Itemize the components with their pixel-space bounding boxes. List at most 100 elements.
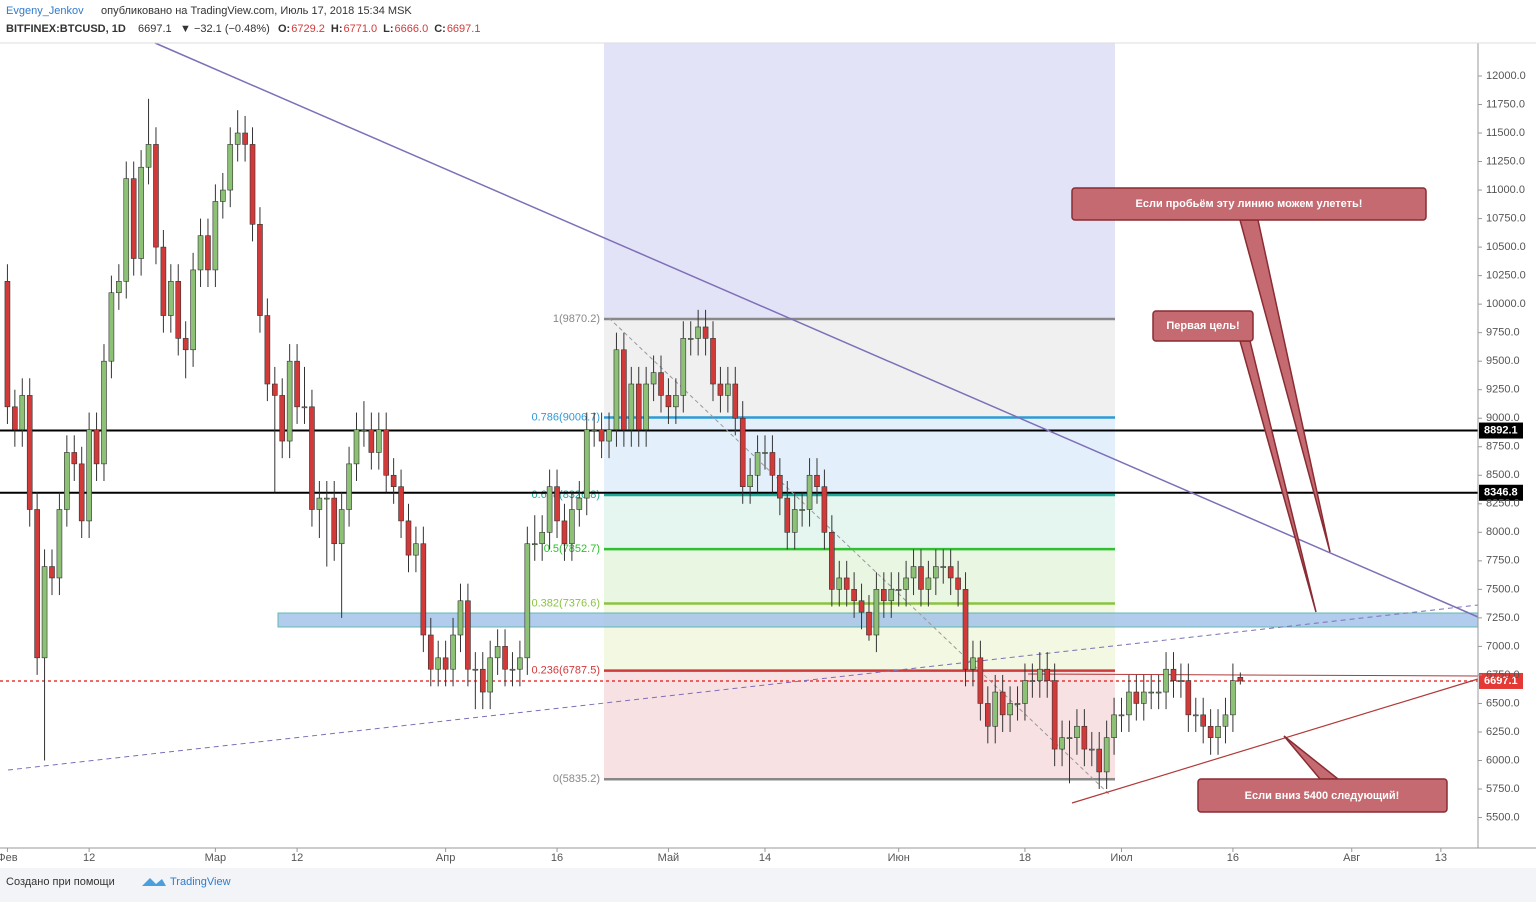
candle-body — [19, 395, 26, 430]
ohlc-key: O: — [278, 23, 290, 35]
candle-body — [316, 497, 323, 510]
price-badge — [1479, 422, 1523, 439]
ohlc-key: L: — [383, 23, 393, 35]
y-tick-label: 7000.0 — [1486, 640, 1520, 652]
author[interactable]: Evgeny_Jenkov — [6, 5, 84, 17]
ohlc-key: H: — [331, 23, 343, 35]
candle-body — [673, 395, 679, 408]
candle-body — [992, 691, 999, 727]
candle-body — [531, 543, 538, 546]
x-tick-label: 16 — [551, 852, 563, 864]
x-tick-label: Мар — [205, 852, 227, 864]
callout — [1071, 187, 1427, 221]
y-tick-label: 8250.0 — [1486, 498, 1520, 510]
candle-body — [1044, 668, 1051, 681]
candle-body — [717, 383, 724, 396]
ohlc-value: 6771.0 — [344, 23, 378, 35]
fib-label: 1(9870.2) — [553, 313, 600, 325]
candle-body — [650, 372, 657, 385]
x-tick-label: Фев — [0, 852, 18, 864]
ohlc-value: 6666.0 — [395, 23, 429, 35]
candle-body — [687, 338, 694, 340]
candle-body — [1007, 703, 1013, 716]
candle-body — [279, 395, 286, 442]
candle-body — [197, 235, 204, 271]
y-tick-label: 10750.0 — [1486, 212, 1526, 224]
candle-body — [695, 326, 701, 339]
x-tick-label: 12 — [83, 852, 95, 864]
candle-body — [628, 383, 635, 430]
x-tick-label: Авг — [1343, 852, 1360, 864]
candle-body — [301, 406, 308, 409]
y-tick-label: 8000.0 — [1486, 526, 1520, 538]
published: опубликовано на TradingView.com, Июль 17… — [101, 5, 412, 17]
candle-body — [49, 566, 55, 579]
candle-body — [249, 144, 256, 225]
candle-body — [190, 269, 196, 351]
fib-label: 0.786(9006.7) — [532, 411, 601, 423]
candle-body — [1215, 725, 1221, 738]
y-tick-label: 8750.0 — [1486, 441, 1520, 453]
candle-body — [747, 474, 753, 487]
candle-body — [517, 657, 523, 670]
candle-body — [427, 634, 434, 670]
callouts: Если пробьём эту линию можем улететь! Пе… — [1071, 187, 1448, 813]
candle-body — [212, 201, 219, 271]
candle-body — [457, 600, 464, 636]
candle-body — [1230, 680, 1236, 716]
candle-body — [643, 383, 649, 430]
y-tick-label: 9750.0 — [1486, 327, 1520, 339]
candle-body — [331, 497, 338, 545]
candle-body — [591, 429, 597, 431]
candle-body — [940, 566, 947, 568]
candle-body — [1178, 680, 1184, 682]
candle-body — [524, 543, 531, 659]
candle-body — [93, 429, 100, 465]
price-badge-label: 6697.1 — [1484, 675, 1518, 687]
candle-body — [873, 589, 880, 636]
callout-text: Если вниз 5400 следующий! — [1245, 790, 1400, 802]
candle-body — [1133, 691, 1140, 704]
candle-body — [888, 589, 895, 602]
fib-zone — [604, 670, 1115, 780]
candle-body — [383, 429, 390, 476]
candle-body — [153, 144, 159, 248]
candle-body — [26, 395, 33, 510]
callout-text: Если пробьём эту линию можем улететь! — [1136, 198, 1363, 210]
footer-brand[interactable]: TradingView — [170, 876, 231, 888]
candle-body — [1051, 680, 1058, 750]
candle-body — [895, 589, 902, 591]
x-tick-label: Июн — [888, 852, 910, 864]
candle-body — [739, 417, 746, 487]
y-tick-label: 5500.0 — [1486, 811, 1520, 823]
y-tick-label: 10500.0 — [1486, 241, 1526, 253]
candle-body — [465, 600, 471, 670]
y-tick-label: 8500.0 — [1486, 469, 1520, 481]
y-tick-label: 9250.0 — [1486, 384, 1520, 396]
candle-body — [1088, 748, 1095, 751]
candle-body — [479, 668, 486, 693]
candle-body — [1237, 677, 1244, 682]
candle-body — [1096, 748, 1103, 773]
y-tick-label: 10000.0 — [1486, 298, 1526, 310]
candle-body — [985, 703, 991, 727]
axes: 8892.1 8346.8 6697.1 5500.0 5750.0 6000.0 6250… — [0, 42, 1536, 864]
candle-body — [1074, 725, 1080, 738]
candle-body — [1222, 714, 1229, 727]
candle-body — [962, 589, 969, 670]
y-tick-label: 7500.0 — [1486, 583, 1520, 595]
y-tick-label: 11250.0 — [1486, 155, 1525, 167]
candle-body — [1014, 703, 1021, 705]
candle-body — [1207, 725, 1214, 738]
candle-body — [829, 532, 835, 590]
candle-body — [450, 634, 456, 670]
candle-body — [613, 349, 620, 430]
callout — [1197, 778, 1448, 813]
footer: Создано при помощи TradingView — [6, 876, 231, 888]
candle-body — [294, 360, 300, 408]
candle-body — [821, 486, 828, 533]
candle-body — [814, 474, 820, 487]
candle-body — [1170, 668, 1177, 681]
footer-text: Создано при помощи — [6, 876, 115, 888]
